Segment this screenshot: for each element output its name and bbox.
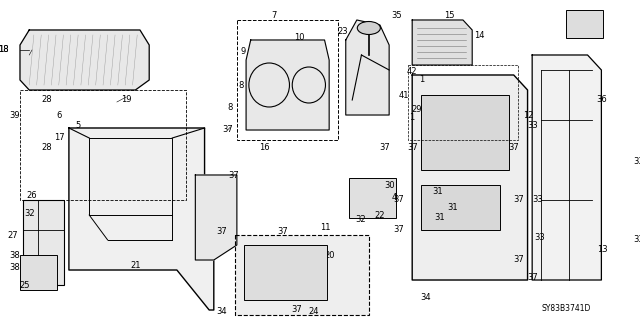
Text: 37: 37 xyxy=(291,306,302,315)
Text: 7: 7 xyxy=(271,11,276,19)
Text: 33: 33 xyxy=(527,121,538,130)
Text: 32: 32 xyxy=(24,209,35,218)
Bar xyxy=(235,235,369,315)
Bar xyxy=(23,200,64,285)
Text: 14: 14 xyxy=(474,31,484,40)
Polygon shape xyxy=(532,55,602,280)
Polygon shape xyxy=(412,75,527,280)
Text: 42: 42 xyxy=(407,68,417,77)
Text: 37: 37 xyxy=(508,144,519,152)
Text: 24: 24 xyxy=(309,308,319,316)
Text: 33: 33 xyxy=(534,234,545,242)
Text: 37: 37 xyxy=(228,170,239,180)
Text: 18: 18 xyxy=(0,46,9,55)
Text: 35: 35 xyxy=(391,11,402,19)
Bar xyxy=(421,95,509,170)
Text: 10: 10 xyxy=(294,33,305,42)
Ellipse shape xyxy=(357,21,380,34)
Bar xyxy=(421,185,500,230)
Text: 20: 20 xyxy=(324,250,335,259)
Text: 18: 18 xyxy=(0,46,9,55)
Polygon shape xyxy=(246,40,329,130)
Text: 28: 28 xyxy=(41,144,52,152)
Bar xyxy=(237,20,339,140)
Text: 5: 5 xyxy=(76,121,81,130)
Text: 11: 11 xyxy=(321,224,331,233)
Text: 37: 37 xyxy=(513,196,524,204)
Text: 6: 6 xyxy=(56,110,61,120)
Text: SY83B3741D: SY83B3741D xyxy=(541,304,591,313)
Text: 8: 8 xyxy=(227,103,232,113)
Text: 29: 29 xyxy=(411,106,421,115)
Text: 37: 37 xyxy=(513,256,524,264)
Text: 1: 1 xyxy=(419,76,424,85)
Text: 8: 8 xyxy=(239,80,244,90)
Polygon shape xyxy=(195,175,237,260)
Text: 37: 37 xyxy=(393,196,404,204)
Bar xyxy=(20,90,186,200)
Text: 23: 23 xyxy=(337,27,348,36)
Text: 17: 17 xyxy=(54,133,65,143)
Text: 41: 41 xyxy=(399,91,410,100)
Polygon shape xyxy=(20,30,149,90)
Text: 37: 37 xyxy=(222,125,233,135)
Text: 19: 19 xyxy=(122,95,132,105)
Text: 15: 15 xyxy=(445,11,455,19)
Text: 31: 31 xyxy=(435,213,445,222)
Text: 28: 28 xyxy=(41,95,52,105)
Text: 33: 33 xyxy=(532,196,543,204)
Text: 37: 37 xyxy=(216,227,227,236)
Text: 37: 37 xyxy=(278,227,289,236)
Text: 25: 25 xyxy=(19,280,30,290)
Text: 39: 39 xyxy=(10,110,20,120)
Text: 33: 33 xyxy=(262,250,273,259)
Bar xyxy=(408,65,518,140)
Text: 37: 37 xyxy=(407,144,417,152)
Text: 26: 26 xyxy=(27,190,37,199)
Text: 31: 31 xyxy=(432,188,442,197)
Text: 33: 33 xyxy=(310,250,321,259)
Text: 30: 30 xyxy=(385,181,395,189)
Text: 27: 27 xyxy=(8,231,18,240)
Bar xyxy=(244,245,327,300)
Text: 21: 21 xyxy=(130,261,141,270)
Polygon shape xyxy=(346,20,389,115)
Text: 13: 13 xyxy=(596,246,607,255)
Text: 36: 36 xyxy=(596,95,607,105)
Text: 9: 9 xyxy=(241,48,246,56)
Text: 22: 22 xyxy=(374,211,385,219)
Text: 37: 37 xyxy=(379,144,390,152)
Text: 32: 32 xyxy=(355,216,366,225)
Text: 38: 38 xyxy=(9,263,20,272)
Text: 37: 37 xyxy=(527,273,538,283)
Polygon shape xyxy=(412,20,472,65)
Bar xyxy=(566,10,604,38)
Polygon shape xyxy=(69,128,214,310)
Text: 38: 38 xyxy=(9,250,20,259)
Bar xyxy=(20,255,57,290)
Text: 4: 4 xyxy=(392,194,397,203)
Text: 33: 33 xyxy=(634,235,640,244)
Text: 33: 33 xyxy=(634,158,640,167)
Bar xyxy=(349,178,396,218)
Text: FR.: FR. xyxy=(576,18,594,28)
Text: 16: 16 xyxy=(259,144,270,152)
Text: 37: 37 xyxy=(393,226,404,234)
Text: 1: 1 xyxy=(410,114,415,122)
Text: 33: 33 xyxy=(272,276,283,285)
Text: 31: 31 xyxy=(447,204,458,212)
Text: 34: 34 xyxy=(420,293,431,302)
Text: 34: 34 xyxy=(216,308,227,316)
Text: 33: 33 xyxy=(301,276,312,285)
Text: 12: 12 xyxy=(523,110,534,120)
